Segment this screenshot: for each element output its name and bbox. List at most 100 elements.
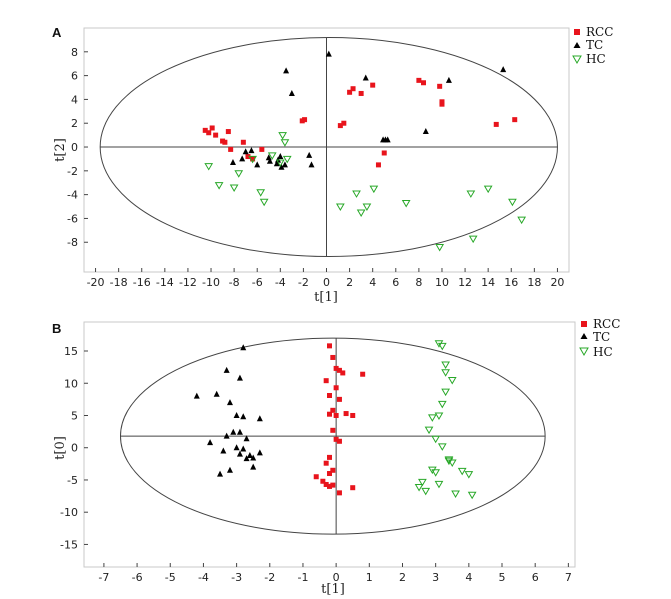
b-point-rcc	[330, 427, 336, 433]
a-point-tc	[248, 147, 255, 154]
panel-b-legend-rcc-marker	[581, 321, 587, 327]
a-point-rcc	[350, 86, 356, 92]
b-point-rcc	[327, 471, 332, 477]
b-y-tick-label: 5	[71, 409, 78, 422]
a-x-tick-label: -20	[87, 276, 105, 289]
panel-b-label: B	[52, 321, 61, 336]
a-point-rcc	[439, 99, 445, 105]
b-point-tc	[230, 428, 237, 435]
b-point-rcc	[333, 412, 339, 418]
b-point-hc	[441, 369, 450, 377]
b-point-rcc	[343, 411, 349, 417]
a-x-tick-label: -8	[229, 276, 240, 289]
a-y-tick-label: 6	[71, 70, 78, 83]
panel-a-legend: RCC TC HC	[572, 25, 613, 66]
b-point-hc	[441, 361, 450, 370]
b-point-rcc	[336, 490, 342, 496]
panel-a-points	[202, 50, 527, 252]
panel-a-axes: -20 -18 -16 -14 -12 -10 -8 -6 -4 -2 0 2 4 6 8 10 12 14 16 1…	[67, 46, 564, 289]
a-point-tc	[445, 76, 452, 83]
b-point-rcc	[327, 343, 332, 349]
b-point-hc	[447, 377, 457, 385]
panel-a-y-axis-label: t[2]	[53, 138, 68, 162]
a-x-tick-label: -16	[133, 276, 151, 289]
panel-a-legend-rcc: RCC	[586, 25, 613, 39]
panel-a-legend-rcc-marker	[574, 29, 580, 35]
b-point-tc	[236, 428, 243, 435]
panel-b-legend-tc-marker	[580, 333, 588, 339]
a-point-rcc	[375, 162, 381, 168]
a-y-tick-label: -2	[67, 165, 78, 178]
a-point-tc	[422, 128, 429, 135]
b-point-rcc	[336, 396, 342, 402]
b-point-rcc	[336, 438, 342, 444]
b-point-tc	[250, 463, 257, 470]
a-point-hc	[229, 184, 239, 192]
a-x-tick-label: 10	[435, 276, 449, 289]
b-x-tick-label: -5	[165, 571, 176, 584]
b-x-tick-label: -3	[231, 571, 242, 584]
b-point-tc	[240, 413, 247, 420]
b-point-hc	[437, 400, 447, 409]
a-point-tc	[273, 160, 280, 167]
b-point-hc	[431, 435, 441, 444]
b-y-tick-label: -15	[60, 538, 78, 551]
b-point-tc	[223, 432, 230, 439]
a-point-tc	[500, 66, 507, 73]
a-point-rcc	[381, 150, 387, 156]
a-y-tick-label: 0	[71, 141, 78, 154]
a-x-tick-label: -10	[202, 276, 220, 289]
a-point-rcc	[512, 117, 518, 123]
b-point-rcc	[327, 454, 332, 460]
b-y-tick-label: -5	[67, 474, 78, 487]
a-point-rcc	[225, 129, 231, 135]
a-point-hc	[204, 163, 214, 171]
a-point-hc	[267, 152, 277, 160]
a-point-hc	[356, 209, 366, 217]
b-x-tick-label: 1	[366, 571, 373, 584]
b-point-hc	[414, 484, 424, 492]
b-point-rcc	[330, 354, 336, 360]
a-y-tick-label: -6	[67, 212, 78, 225]
a-point-hc	[214, 182, 224, 190]
a-point-hc	[483, 185, 493, 194]
a-point-rcc	[493, 121, 499, 127]
a-x-tick-label: 8	[415, 276, 422, 289]
a-point-rcc	[228, 146, 234, 152]
b-x-tick-label: -1	[297, 571, 308, 584]
panel-a-legend-hc: HC	[586, 52, 606, 66]
a-point-hc	[435, 244, 445, 252]
b-point-hc	[427, 466, 437, 475]
a-x-tick-label: 4	[369, 276, 376, 289]
a-x-tick-label: 14	[481, 276, 495, 289]
a-x-tick-label: -18	[110, 276, 128, 289]
b-point-tc	[193, 392, 200, 399]
a-point-tc	[283, 67, 290, 74]
a-point-hc	[234, 170, 244, 178]
a-x-tick-label: -4	[275, 276, 286, 289]
b-point-hc	[431, 469, 441, 477]
a-point-rcc	[416, 77, 422, 83]
panel-a-x-axis-label: t[1]	[314, 290, 338, 305]
panel-a-legend-tc: TC	[586, 38, 603, 52]
a-point-hc	[256, 189, 266, 197]
b-point-hc	[434, 480, 444, 489]
b-point-hc	[418, 478, 427, 487]
a-point-rcc	[421, 80, 426, 86]
b-point-hc	[447, 459, 457, 468]
a-x-tick-label: -6	[252, 276, 263, 289]
panel-b-x-axis-label: t[1]	[321, 582, 345, 597]
b-point-tc	[213, 390, 220, 397]
a-y-tick-label: 2	[71, 117, 78, 130]
b-x-tick-label: 2	[399, 571, 406, 584]
b-point-rcc	[360, 371, 366, 377]
a-point-hc	[248, 155, 257, 164]
b-x-tick-label: 7	[565, 571, 572, 584]
b-point-tc	[220, 447, 227, 454]
b-point-hc	[441, 388, 450, 397]
b-x-tick-label: -4	[198, 571, 209, 584]
panel-b-legend-hc: HC	[593, 345, 613, 359]
b-point-tc	[236, 450, 243, 457]
a-point-rcc	[337, 123, 343, 129]
